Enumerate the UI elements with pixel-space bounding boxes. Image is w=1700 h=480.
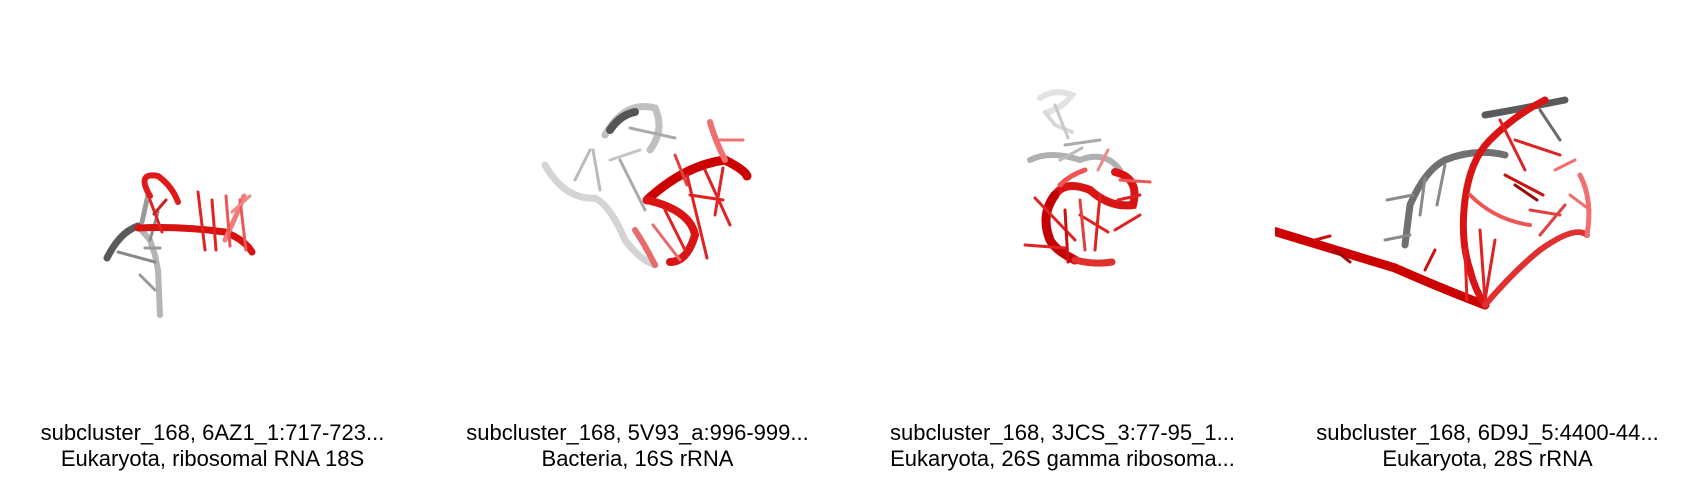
structure-panel-1: subcluster_168, 6AZ1_1:717-723... Eukary… — [0, 0, 425, 480]
structure-panel-3: subcluster_168, 3JCS_3:77-95_1... Eukary… — [850, 0, 1275, 480]
structure-title-1: subcluster_168, 6AZ1_1:717-723... — [40, 420, 385, 445]
structure-subtitle-1: Eukaryota, ribosomal RNA 18S — [60, 446, 365, 471]
rna-structure-image-1 — [103, 172, 256, 318]
structure-subtitle-3: Eukaryota, 26S gamma ribosoma... — [890, 446, 1235, 471]
structure-title-2: subcluster_168, 5V93_a:996-999... — [466, 420, 809, 445]
structure-subtitle-2: Bacteria, 16S rRNA — [541, 446, 734, 471]
structure-subtitle-4: Eukaryota, 28S rRNA — [1382, 446, 1593, 471]
structure-panel-4: subcluster_168, 6D9J_5:4400-44... Eukary… — [1275, 0, 1700, 480]
structure-panel-2: subcluster_168, 5V93_a:996-999... Bacter… — [425, 0, 850, 480]
structure-title-3: subcluster_168, 3JCS_3:77-95_1... — [890, 420, 1235, 445]
rna-structure-image-4 — [1275, 96, 1592, 310]
rna-structure-image-3 — [1023, 89, 1152, 267]
rna-structure-image-2 — [541, 103, 752, 269]
structure-title-4: subcluster_168, 6D9J_5:4400-44... — [1316, 420, 1659, 445]
